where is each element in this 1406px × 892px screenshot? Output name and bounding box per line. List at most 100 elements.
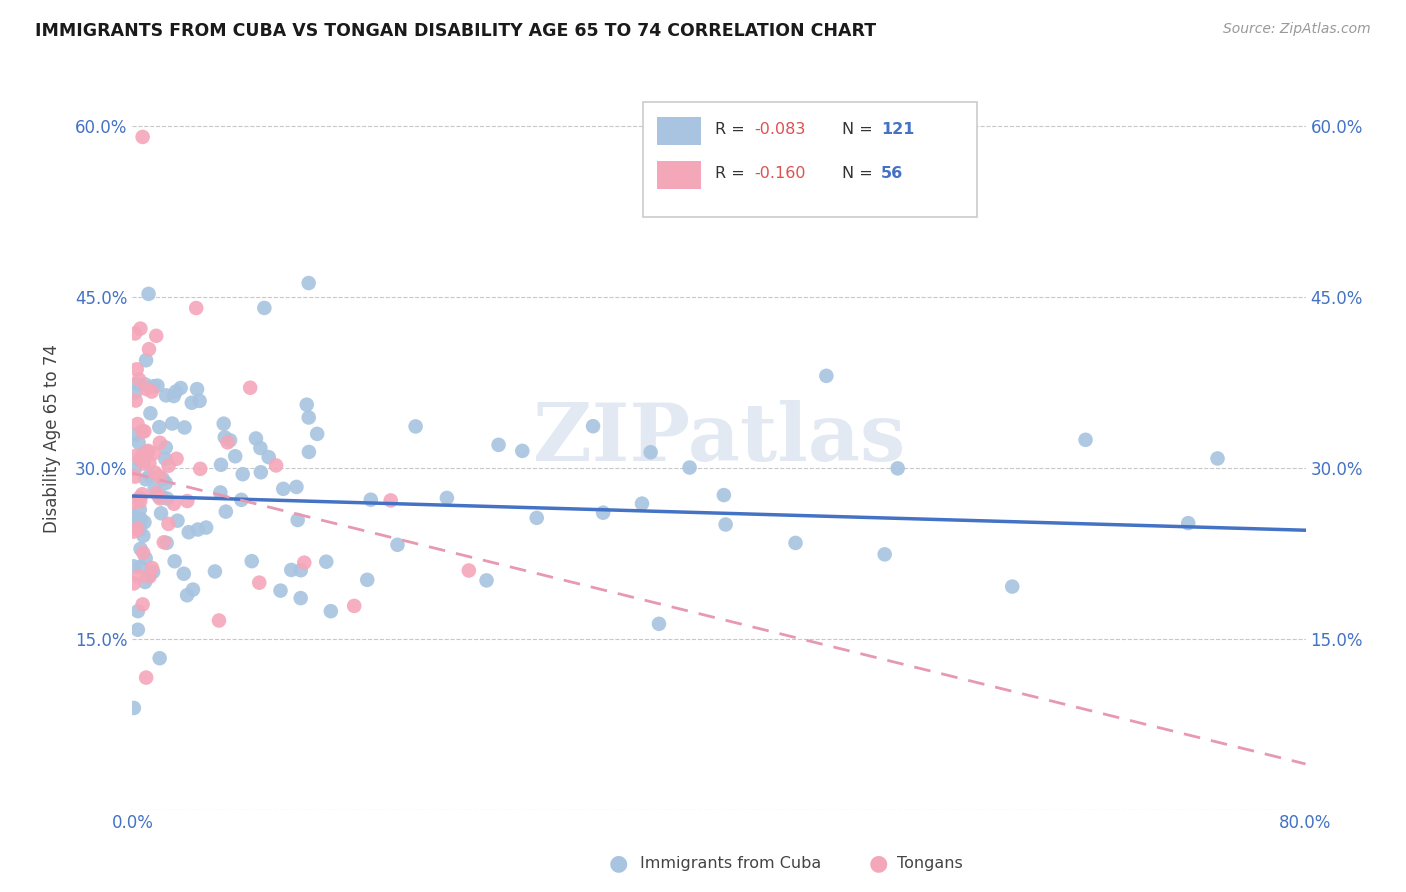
Point: [208, 614, 231, 628]
Point: [132, 546, 155, 560]
Point: [138, 570, 160, 584]
Point: [648, 616, 671, 631]
Point: [135, 551, 157, 566]
Point: [163, 554, 186, 568]
Point: [212, 417, 235, 431]
Point: [134, 425, 156, 439]
Point: [148, 420, 170, 434]
Point: [129, 494, 152, 508]
Point: [136, 443, 159, 458]
Point: [195, 520, 218, 534]
Point: [149, 651, 172, 665]
Point: [157, 516, 180, 531]
Point: [127, 604, 149, 618]
Point: [135, 671, 157, 685]
Point: [152, 472, 174, 486]
Point: [128, 372, 150, 386]
Point: [356, 573, 378, 587]
Point: [128, 502, 150, 516]
Point: [180, 396, 202, 410]
Point: [163, 497, 186, 511]
Point: [250, 465, 273, 479]
Bar: [657, 117, 702, 145]
Point: [209, 458, 232, 472]
Point: [640, 445, 662, 459]
Point: [295, 398, 318, 412]
Point: [149, 435, 172, 450]
Text: 121: 121: [880, 122, 914, 136]
Point: [249, 441, 271, 455]
Point: [135, 382, 157, 396]
Point: [298, 445, 321, 459]
Point: [134, 516, 156, 530]
Point: [257, 450, 280, 464]
Point: [149, 491, 172, 506]
Point: [475, 574, 498, 588]
Point: [132, 457, 155, 471]
Point: [124, 326, 146, 341]
Point: [188, 393, 211, 408]
Point: [142, 446, 165, 460]
Point: [127, 623, 149, 637]
Point: [131, 425, 153, 439]
Point: [125, 427, 148, 442]
Point: [271, 482, 294, 496]
Point: [146, 378, 169, 392]
Point: [290, 563, 312, 577]
Point: [124, 469, 146, 483]
Point: [157, 458, 180, 473]
Point: [287, 513, 309, 527]
Point: [132, 447, 155, 461]
Point: [145, 486, 167, 500]
Text: Source: ZipAtlas.com: Source: ZipAtlas.com: [1223, 22, 1371, 37]
Point: [128, 435, 150, 450]
Text: ●: ●: [869, 854, 889, 873]
Point: [128, 569, 150, 583]
Point: [138, 469, 160, 483]
Point: [138, 568, 160, 582]
Point: [155, 475, 177, 490]
Point: [132, 529, 155, 543]
Point: [186, 301, 208, 315]
Point: [1177, 516, 1199, 530]
Point: [131, 487, 153, 501]
Point: [129, 541, 152, 556]
Point: [150, 506, 173, 520]
Point: [165, 384, 187, 399]
Point: [129, 321, 152, 335]
Point: [156, 536, 179, 550]
Point: [204, 565, 226, 579]
Point: [131, 129, 153, 144]
Point: [169, 381, 191, 395]
Point: [181, 582, 204, 597]
Point: [128, 523, 150, 537]
Point: [214, 430, 236, 444]
Point: [315, 555, 337, 569]
Point: [177, 525, 200, 540]
Point: [270, 583, 292, 598]
Point: [173, 566, 195, 581]
Point: [145, 328, 167, 343]
Point: [138, 286, 160, 301]
Point: [153, 535, 176, 549]
Point: [128, 453, 150, 467]
Point: [122, 701, 145, 715]
Point: [713, 488, 735, 502]
Point: [122, 495, 145, 509]
Point: [122, 576, 145, 591]
Point: [125, 449, 148, 463]
Text: -0.083: -0.083: [754, 122, 806, 136]
Point: [224, 450, 246, 464]
Text: R =: R =: [716, 122, 745, 136]
Point: [129, 512, 152, 526]
Point: [785, 536, 807, 550]
Point: [405, 419, 427, 434]
Point: [307, 426, 329, 441]
Point: [280, 563, 302, 577]
Point: [129, 560, 152, 574]
Point: [166, 514, 188, 528]
Bar: [657, 161, 702, 189]
Point: [122, 517, 145, 532]
Point: [166, 451, 188, 466]
Point: [124, 509, 146, 524]
